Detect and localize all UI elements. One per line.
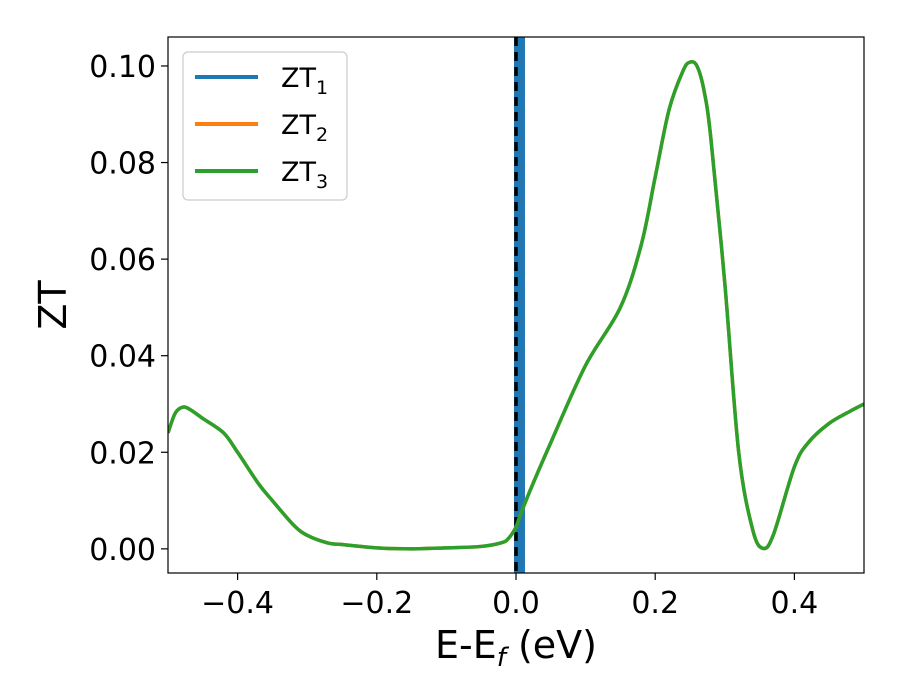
x-tick-label: 0.0 bbox=[492, 586, 540, 621]
y-tick-label: 0.10 bbox=[89, 50, 156, 85]
x-axis-ticks: −0.4 −0.2 0.0 0.2 0.4 bbox=[201, 573, 818, 621]
y-tick-label: 0.00 bbox=[89, 533, 156, 568]
x-axis-label: E-Ef (eV) bbox=[435, 623, 597, 673]
y-tick-label: 0.02 bbox=[89, 436, 156, 471]
x-tick-label: 0.2 bbox=[631, 586, 679, 621]
zt3-curve bbox=[168, 59, 864, 551]
legend-box bbox=[182, 51, 348, 201]
legend-label-2: ZT2 bbox=[281, 110, 328, 146]
legend-label-1: ZT1 bbox=[281, 63, 328, 99]
series-layer bbox=[168, 37, 864, 573]
y-tick-label: 0.06 bbox=[89, 243, 156, 278]
legend: ZT1 ZT2 ZT3 bbox=[182, 51, 348, 201]
y-tick-label: 0.04 bbox=[89, 340, 156, 375]
x-tick-label: −0.4 bbox=[201, 586, 274, 621]
y-axis-label: ZT bbox=[31, 280, 75, 330]
x-tick-label: 0.4 bbox=[771, 586, 819, 621]
y-axis-ticks: 0.00 0.02 0.04 0.06 0.08 0.10 bbox=[89, 50, 168, 568]
y-tick-label: 0.08 bbox=[89, 147, 156, 182]
x-tick-label: −0.2 bbox=[340, 586, 413, 621]
legend-label-3: ZT3 bbox=[281, 157, 328, 193]
